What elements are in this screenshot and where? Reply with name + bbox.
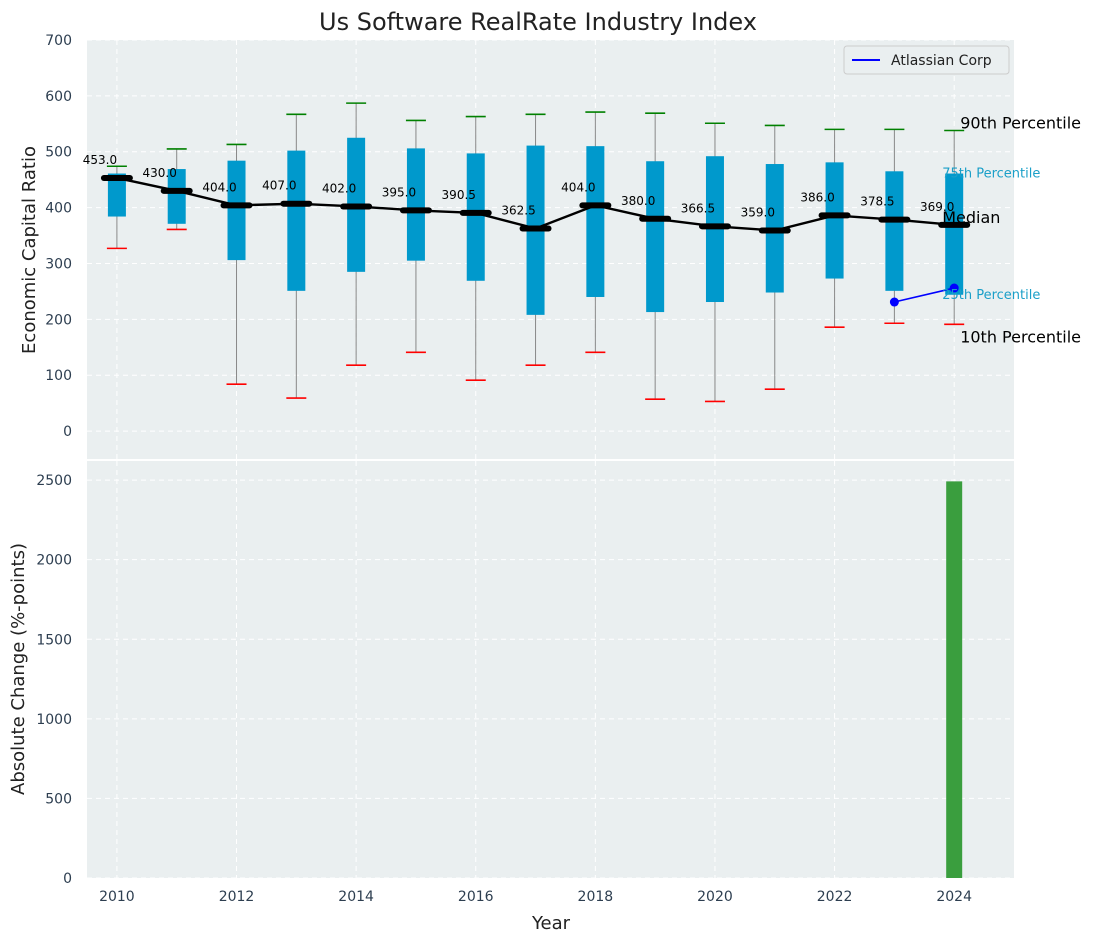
- company-point: [949, 283, 959, 293]
- bottom-ytick-label: 0: [63, 871, 72, 887]
- legend: Atlassian Corp: [843, 45, 1010, 75]
- bottom-xtick-label: 2014: [338, 889, 374, 905]
- legend-label: Atlassian Corp: [891, 53, 992, 69]
- company-line: [894, 287, 955, 303]
- company-point: [889, 297, 899, 307]
- median-value-label: 390.5: [442, 188, 476, 202]
- iqr-box: [107, 173, 126, 217]
- bottom-xtick-label: 2010: [99, 889, 135, 905]
- median-value-label: 395.0: [382, 185, 416, 199]
- bottom-xtick-label: 2024: [936, 889, 972, 905]
- median-value-label: 359.0: [741, 206, 775, 220]
- bottom-xlabel: Year: [531, 913, 571, 934]
- iqr-box: [406, 148, 425, 261]
- annotation-p10: 10th Percentile: [960, 327, 1081, 346]
- change-bar: [946, 481, 963, 878]
- bottom-plot-area: [87, 461, 1014, 878]
- iqr-box: [227, 160, 246, 261]
- chart-title: Us Software RealRate Industry Index: [319, 8, 757, 36]
- median-value-label: 404.0: [202, 180, 236, 194]
- median-value-label: 386.0: [800, 190, 834, 204]
- bottom-xtick-label: 2020: [697, 889, 733, 905]
- top-plot-area: [87, 40, 1014, 459]
- top-ytick-label: 500: [45, 145, 72, 161]
- bottom-xtick-label: 2012: [219, 889, 255, 905]
- top-ytick-label: 200: [45, 312, 72, 328]
- bottom-ytick-label: 2000: [36, 553, 72, 569]
- bottom-ytick-label: 500: [45, 791, 72, 807]
- annotation-q3: 75th Percentile: [942, 167, 1040, 182]
- top-ytick-label: 300: [45, 256, 72, 272]
- median-value-label: 407.0: [262, 179, 296, 193]
- bottom-ytick-label: 2500: [36, 473, 72, 489]
- top-ytick-label: 600: [45, 89, 72, 105]
- bar-panel: 0 500 1000 1500 2000 2500 2010 2012 2014 2016 2018…: [36, 459, 1014, 905]
- median-value-label: 366.5: [681, 201, 715, 215]
- iqr-box: [167, 169, 186, 224]
- median-value-label: 402.0: [322, 181, 356, 195]
- median-value-label: 453.0: [83, 153, 117, 167]
- iqr-box: [885, 171, 904, 291]
- annotation-median: Median: [942, 208, 1000, 227]
- bottom-ytick-label: 1500: [36, 632, 72, 648]
- bottom-xtick-label: 2016: [458, 889, 494, 905]
- median-value-label: 362.5: [501, 204, 535, 218]
- iqr-box: [825, 162, 844, 279]
- top-ytick-label: 0: [63, 424, 72, 440]
- top-ytick-label: 100: [45, 368, 72, 384]
- median-value-label: 404.0: [561, 180, 595, 194]
- iqr-box: [287, 150, 306, 291]
- iqr-box: [586, 146, 605, 297]
- annotation-p90: 90th Percentile: [960, 114, 1081, 133]
- top-ylabel: Economic Capital Ratio: [19, 146, 40, 354]
- bottom-xtick-label: 2018: [578, 889, 614, 905]
- median-value-label: 378.5: [860, 195, 894, 209]
- bottom-xtick-label: 2022: [817, 889, 853, 905]
- median-value-label: 380.0: [621, 194, 655, 208]
- top-ytick-label: 700: [45, 33, 72, 49]
- iqr-box: [945, 173, 964, 295]
- box-panel: 0 100 200 300 400 500 600 700 453.0 430.0 404.0 407…: [45, 33, 1081, 459]
- median-value-label: 369.0: [920, 200, 954, 214]
- iqr-box: [646, 161, 665, 313]
- iqr-box: [466, 153, 485, 281]
- bottom-ytick-label: 1000: [36, 712, 72, 728]
- bottom-ylabel: Absolute Change (%-points): [8, 543, 29, 795]
- median-value-label: 430.0: [143, 166, 177, 180]
- annotation-q1: 25th Percentile: [942, 288, 1040, 303]
- top-ytick-label: 400: [45, 201, 72, 217]
